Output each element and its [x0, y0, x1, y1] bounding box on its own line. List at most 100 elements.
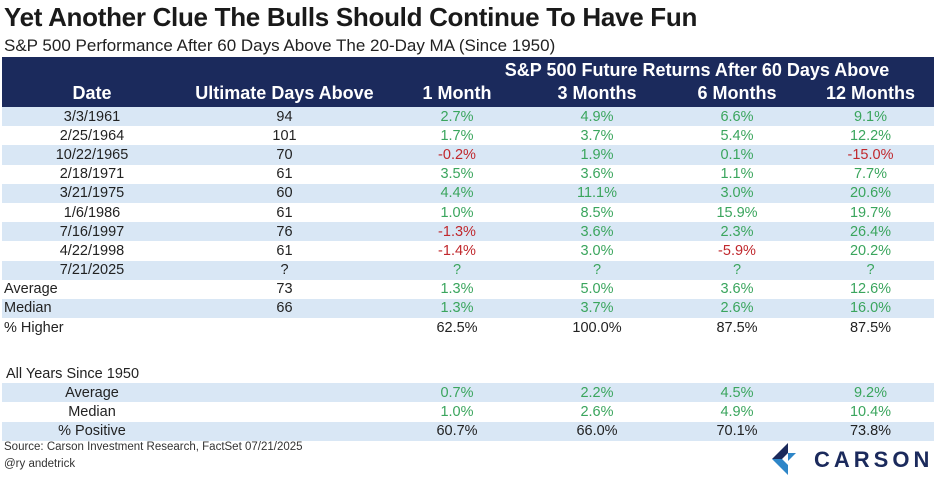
cell-3m: 3.0%: [580, 242, 614, 259]
cell-6m: 3.0%: [720, 185, 754, 202]
all-years-1m: 1.0%: [440, 404, 474, 421]
summary-3m: 3.7%: [580, 300, 614, 317]
table-row: 1/6/1986 61 1.0% 8.5% 15.9% 19.7%: [2, 203, 934, 222]
all-years-1m: 60.7%: [436, 423, 478, 440]
cell-12m: 19.7%: [849, 204, 892, 221]
cell-12m: 20.2%: [849, 242, 892, 259]
data-rows: 3/3/1961 94 2.7% 4.9% 6.6% 9.1% 2/25/1964 101 1.…: [2, 107, 934, 280]
all-years-6m: 70.1%: [716, 423, 758, 440]
cell-date: 3/3/1961: [63, 108, 121, 125]
summary-1m: 1.3%: [440, 281, 474, 298]
cell-6m: 5.4%: [720, 127, 754, 144]
cell-days: 61: [276, 204, 293, 221]
all-years-label-cell: Average: [65, 384, 119, 401]
all-years-12m: 9.2%: [853, 384, 888, 401]
cell-3m: 3.7%: [580, 127, 614, 144]
all-years-6m: 4.5%: [720, 384, 754, 401]
table-row: 3/21/1975 60 4.4% 11.1% 3.0% 20.6%: [2, 183, 934, 203]
cell-3m: 3.6%: [580, 166, 614, 183]
cell-days: 61: [276, 166, 293, 183]
all-years-label-cell: Median: [68, 404, 116, 421]
summary-days: 66: [276, 300, 293, 317]
all-years-1m: 0.7%: [440, 384, 474, 401]
summary-days: 73: [276, 281, 293, 298]
cell-3m: 3.6%: [580, 223, 614, 240]
cell-3m: 11.1%: [576, 185, 618, 202]
summary-6m: 2.6%: [720, 300, 754, 317]
cell-12m: 9.1%: [853, 108, 888, 125]
cell-1m: ?: [452, 262, 462, 279]
cell-date: 1/6/1986: [63, 204, 121, 221]
chart-subtitle: S&P 500 Performance After 60 Days Above …: [4, 36, 556, 55]
author-handle: @ry andetrick: [4, 458, 76, 470]
cell-days: ?: [280, 262, 289, 279]
table-row: 4/22/1998 61 -1.4% 3.0% -5.9% 20.2%: [2, 241, 934, 260]
summary-12m: 87.5%: [849, 319, 892, 336]
cell-6m: -5.9%: [718, 242, 756, 259]
chart-title: Yet Another Clue The Bulls Should Contin…: [4, 2, 698, 32]
cell-12m: 12.2%: [849, 127, 892, 144]
table-row: 7/16/1997 76 -1.3% 3.6% 2.3% 26.4%: [2, 222, 934, 242]
all-years-3m: 2.2%: [580, 384, 614, 401]
col-header-3m: 3 Months: [557, 83, 637, 103]
cell-date: 10/22/1965: [55, 146, 129, 163]
all-years-row: % Positive 60.7% 66.0% 70.1% 73.8%: [2, 421, 934, 441]
all-years-6m: 4.9%: [720, 404, 754, 421]
cell-date: 2/25/1964: [59, 127, 125, 144]
cell-date: 2/18/1971: [59, 166, 125, 183]
summary-rows: Average 73 1.3% 5.0% 3.6% 12.6% Median 66 1.3% 3.…: [2, 280, 934, 338]
col-header-days: Ultimate Days Above: [195, 83, 374, 103]
all-years-label: All Years Since 1950: [6, 365, 140, 382]
cell-1m: -1.4%: [438, 242, 476, 259]
cell-days: 60: [276, 185, 293, 202]
table-row: 2/18/1971 61 3.5% 3.6% 1.1% 7.7%: [2, 165, 934, 184]
cell-1m: 3.5%: [440, 166, 474, 183]
cell-1m: 1.0%: [440, 204, 474, 221]
cell-6m: ?: [732, 262, 742, 279]
returns-table: S&P 500 Future Returns After 60 Days Abo…: [2, 57, 934, 441]
cell-12m: 26.4%: [849, 223, 892, 240]
source-note: Source: Carson Investment Research, Fact…: [4, 441, 303, 453]
all-years-label-cell: % Positive: [58, 423, 126, 440]
cell-12m: 20.6%: [849, 185, 892, 202]
all-years-12m: 73.8%: [849, 423, 892, 440]
all-years-rows: Average 0.7% 2.2% 4.5% 9.2% Median 1.0% 2.6% 4.9…: [2, 383, 934, 441]
col-header-1m: 1 Month: [422, 83, 492, 103]
summary-3m: 5.0%: [580, 281, 614, 298]
summary-6m: 87.5%: [716, 319, 758, 336]
cell-6m: 15.9%: [716, 204, 758, 221]
all-years-row: Median 1.0% 2.6% 4.9% 10.4%: [2, 402, 934, 421]
cell-days: 94: [276, 108, 293, 125]
cell-3m: 8.5%: [580, 204, 614, 221]
summary-row: Average 73 1.3% 5.0% 3.6% 12.6%: [2, 280, 934, 299]
cell-1m: 4.4%: [440, 185, 474, 202]
cell-12m: -15.0%: [847, 146, 894, 163]
table-row: 7/21/2025?????: [2, 260, 934, 280]
summary-row: % Higher 62.5% 100.0% 87.5% 87.5%: [2, 318, 934, 337]
cell-6m: 1.1%: [720, 166, 754, 183]
all-years-row: Average 0.7% 2.2% 4.5% 9.2%: [2, 383, 934, 403]
cell-days: 61: [276, 242, 293, 259]
summary-3m: 100.0%: [572, 319, 622, 336]
cell-date: 4/22/1998: [59, 242, 125, 259]
col-header-6m: 6 Months: [697, 83, 777, 103]
summary-label: Average: [4, 281, 58, 298]
cell-1m: -1.3%: [438, 223, 476, 240]
summary-1m: 62.5%: [436, 319, 478, 336]
carson-logo-text: CARSON: [814, 447, 934, 472]
all-years-12m: 10.4%: [849, 404, 892, 421]
table-row: 3/3/1961 94 2.7% 4.9% 6.6% 9.1%: [2, 107, 934, 127]
carson-logo-icon: [772, 443, 796, 475]
summary-1m: 1.3%: [440, 300, 474, 317]
summary-6m: 3.6%: [720, 281, 754, 298]
table-row: 10/22/1965 70 -0.2% 1.9% 0.1% -15.0%: [2, 145, 934, 165]
cell-date: 3/21/1975: [59, 185, 125, 202]
cell-6m: 0.1%: [720, 146, 754, 163]
all-years-3m: 66.0%: [576, 423, 618, 440]
cell-12m: 7.7%: [853, 166, 888, 183]
summary-label: Median: [4, 300, 52, 317]
cell-days: 101: [272, 127, 297, 144]
summary-label: % Higher: [4, 319, 64, 336]
cell-6m: 2.3%: [720, 223, 754, 240]
cell-1m: 1.7%: [440, 127, 474, 144]
